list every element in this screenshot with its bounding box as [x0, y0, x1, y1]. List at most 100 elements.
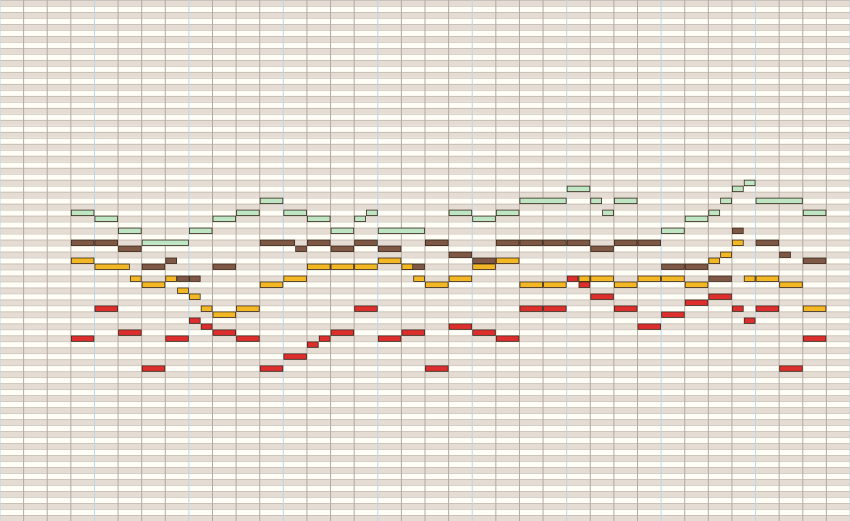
note-yellow[interactable] — [519, 281, 543, 288]
note-red[interactable] — [283, 353, 307, 360]
note-red[interactable] — [590, 293, 614, 300]
note-yellow[interactable] — [495, 257, 520, 264]
note-yellow[interactable] — [70, 257, 95, 264]
note-brown[interactable] — [708, 275, 732, 282]
note-green[interactable] — [802, 209, 827, 216]
note-brown[interactable] — [495, 239, 520, 246]
note-green[interactable] — [366, 209, 378, 216]
note-yellow[interactable] — [177, 287, 189, 294]
note-yellow[interactable] — [720, 251, 732, 258]
note-yellow[interactable] — [779, 281, 803, 288]
note-brown[interactable] — [259, 239, 296, 246]
note-brown[interactable] — [354, 239, 378, 246]
note-brown[interactable] — [94, 239, 118, 246]
note-green[interactable] — [743, 179, 756, 187]
note-brown[interactable] — [519, 239, 543, 246]
note-green[interactable] — [377, 227, 425, 234]
note-red[interactable] — [578, 281, 591, 288]
note-brown[interactable] — [661, 263, 685, 270]
note-red[interactable] — [377, 335, 402, 342]
note-red[interactable] — [661, 311, 685, 318]
note-yellow[interactable] — [377, 257, 402, 264]
note-yellow[interactable] — [94, 263, 130, 270]
note-green[interactable] — [188, 227, 213, 234]
note-green[interactable] — [354, 215, 366, 222]
note-green[interactable] — [732, 185, 744, 193]
note-red[interactable] — [755, 305, 780, 312]
note-red[interactable] — [448, 323, 473, 330]
note-yellow[interactable] — [732, 239, 744, 246]
note-yellow[interactable] — [755, 275, 780, 282]
note-red[interactable] — [165, 335, 189, 342]
note-green[interactable] — [283, 209, 307, 216]
note-green[interactable] — [307, 215, 331, 222]
note-green[interactable] — [259, 197, 284, 205]
note-green[interactable] — [141, 239, 189, 246]
note-red[interactable] — [732, 305, 744, 312]
note-brown[interactable] — [613, 239, 638, 246]
note-brown[interactable] — [543, 239, 567, 246]
note-brown[interactable] — [70, 239, 95, 246]
note-red[interactable] — [613, 305, 638, 312]
note-red[interactable] — [566, 275, 579, 282]
note-red[interactable] — [684, 299, 709, 306]
note-green[interactable] — [118, 227, 142, 234]
note-red[interactable] — [212, 329, 237, 336]
note-yellow[interactable] — [590, 275, 614, 282]
note-yellow[interactable] — [613, 281, 638, 288]
note-yellow[interactable] — [684, 281, 709, 288]
note-brown[interactable] — [448, 251, 473, 258]
note-yellow[interactable] — [543, 281, 567, 288]
note-red[interactable] — [543, 305, 567, 312]
note-yellow[interactable] — [448, 275, 473, 282]
note-yellow[interactable] — [165, 275, 177, 282]
note-red[interactable] — [330, 329, 355, 336]
note-red[interactable] — [94, 305, 118, 312]
note-green[interactable] — [448, 209, 473, 216]
note-red[interactable] — [425, 365, 449, 372]
note-yellow[interactable] — [188, 293, 201, 300]
note-brown[interactable] — [330, 245, 355, 252]
note-yellow[interactable] — [425, 281, 449, 288]
note-green[interactable] — [495, 209, 520, 216]
note-brown[interactable] — [188, 275, 201, 282]
note-green[interactable] — [94, 215, 118, 222]
note-red[interactable] — [188, 317, 201, 324]
note-brown[interactable] — [566, 239, 591, 246]
note-yellow[interactable] — [129, 275, 142, 282]
note-green[interactable] — [330, 227, 355, 234]
note-brown[interactable] — [177, 275, 189, 282]
note-green[interactable] — [755, 197, 803, 205]
note-red[interactable] — [472, 329, 496, 336]
note-green[interactable] — [708, 209, 721, 216]
note-yellow[interactable] — [661, 275, 685, 282]
note-yellow[interactable] — [413, 275, 425, 282]
note-yellow[interactable] — [200, 305, 213, 312]
note-red[interactable] — [354, 305, 378, 312]
note-red[interactable] — [802, 335, 827, 342]
note-brown[interactable] — [732, 227, 744, 234]
note-green[interactable] — [590, 197, 602, 205]
note-green[interactable] — [519, 197, 567, 205]
note-yellow[interactable] — [637, 275, 662, 282]
note-green[interactable] — [70, 209, 95, 216]
note-green[interactable] — [684, 215, 709, 222]
note-red[interactable] — [519, 305, 543, 312]
note-brown[interactable] — [755, 239, 780, 246]
note-brown[interactable] — [307, 239, 331, 246]
note-brown[interactable] — [377, 245, 402, 252]
note-green[interactable] — [613, 197, 638, 205]
note-yellow[interactable] — [743, 275, 756, 282]
note-green[interactable] — [472, 215, 496, 222]
note-yellow[interactable] — [802, 305, 827, 312]
note-red[interactable] — [236, 335, 260, 342]
note-brown[interactable] — [637, 239, 662, 246]
note-red[interactable] — [708, 293, 732, 300]
note-yellow[interactable] — [283, 275, 307, 282]
note-brown[interactable] — [472, 257, 496, 264]
note-red[interactable] — [318, 335, 331, 342]
note-yellow[interactable] — [236, 305, 260, 312]
note-yellow[interactable] — [401, 263, 414, 270]
